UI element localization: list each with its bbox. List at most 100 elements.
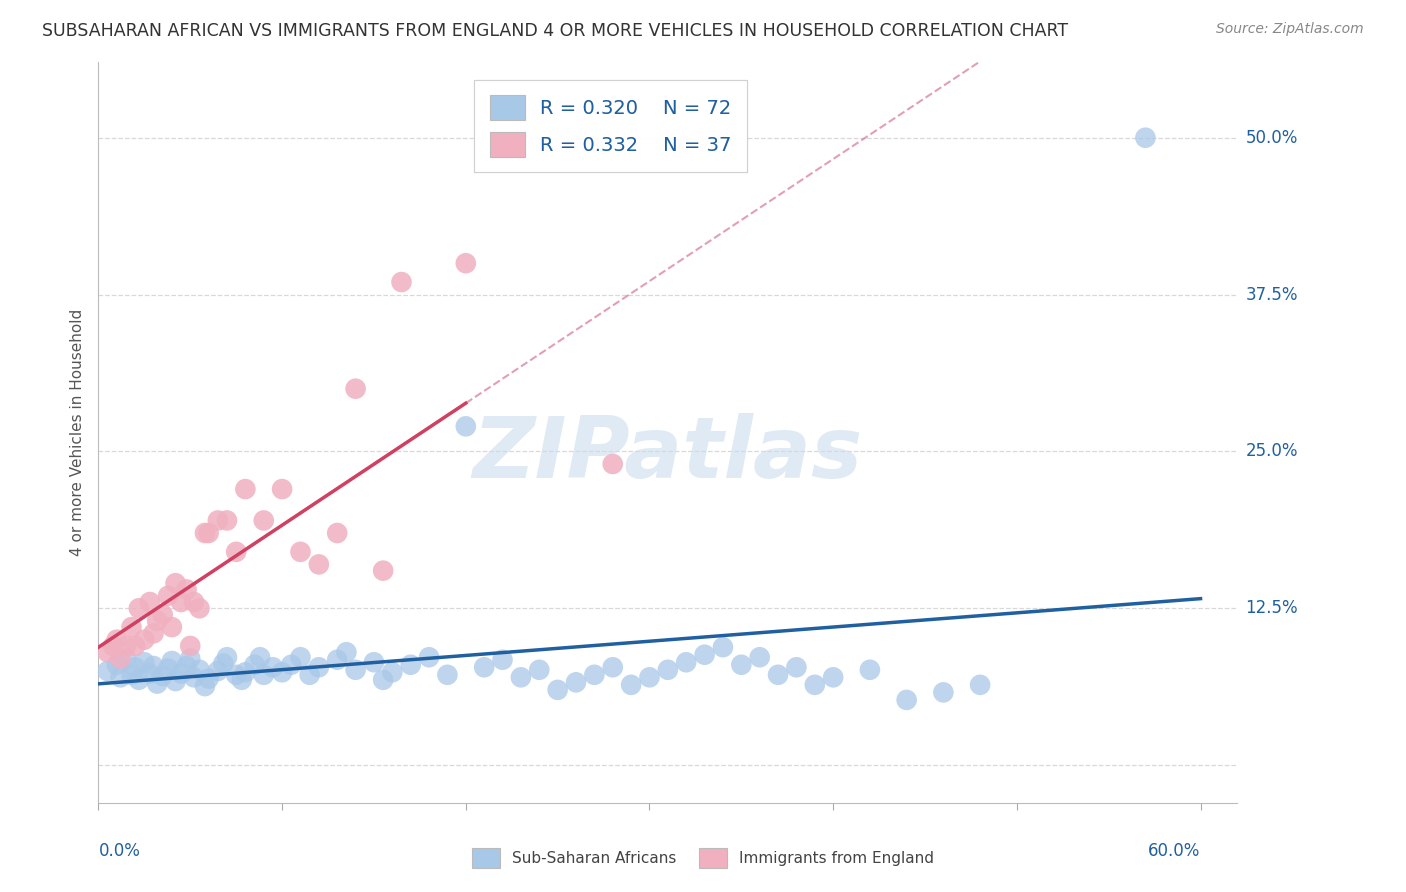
Point	[638, 670, 661, 684]
Point	[110, 670, 132, 684]
Point	[280, 657, 302, 672]
Text: SUBSAHARAN AFRICAN VS IMMIGRANTS FROM ENGLAND 4 OR MORE VEHICLES IN HOUSEHOLD CO: SUBSAHARAN AFRICAN VS IMMIGRANTS FROM EN…	[42, 22, 1069, 40]
Point	[157, 661, 180, 675]
Point	[165, 674, 187, 689]
Point	[547, 682, 569, 697]
Point	[194, 679, 217, 693]
Point	[160, 620, 183, 634]
Point	[160, 654, 183, 668]
Text: ZIPatlas: ZIPatlas	[472, 413, 863, 496]
Point	[290, 545, 312, 559]
Point	[215, 513, 238, 527]
Point	[134, 655, 156, 669]
Point	[730, 657, 752, 672]
Point	[583, 668, 606, 682]
Point	[391, 275, 413, 289]
Point	[188, 601, 211, 615]
Point	[134, 632, 156, 647]
Point	[711, 640, 734, 655]
Point	[197, 526, 219, 541]
Point	[529, 663, 551, 677]
Point	[139, 666, 162, 681]
Point	[308, 558, 330, 572]
Point	[121, 620, 143, 634]
Point	[225, 668, 247, 682]
Point	[176, 582, 198, 597]
Legend: R = 0.320    N = 72, R = 0.332    N = 37: R = 0.320 N = 72, R = 0.332 N = 37	[474, 79, 748, 172]
Text: 37.5%: 37.5%	[1246, 285, 1298, 303]
Text: 12.5%: 12.5%	[1246, 599, 1298, 617]
Point	[249, 650, 271, 665]
Point	[344, 663, 367, 677]
Text: 25.0%: 25.0%	[1246, 442, 1298, 460]
Point	[785, 660, 807, 674]
Point	[675, 655, 697, 669]
Point	[602, 457, 624, 471]
Point	[766, 668, 789, 682]
Point	[243, 657, 266, 672]
Legend: Sub-Saharan Africans, Immigrants from England: Sub-Saharan Africans, Immigrants from En…	[464, 840, 942, 875]
Point	[418, 650, 440, 665]
Point	[620, 678, 643, 692]
Point	[235, 482, 257, 496]
Point	[271, 665, 294, 680]
Point	[215, 650, 238, 665]
Point	[454, 256, 477, 270]
Point	[371, 564, 394, 578]
Point	[344, 382, 367, 396]
Point	[509, 670, 531, 684]
Point	[235, 665, 257, 680]
Point	[124, 639, 146, 653]
Point	[179, 651, 201, 665]
Point	[271, 482, 294, 496]
Point	[748, 650, 770, 665]
Point	[110, 651, 132, 665]
Point	[176, 659, 198, 673]
Text: 60.0%: 60.0%	[1149, 842, 1201, 860]
Text: 50.0%: 50.0%	[1246, 128, 1298, 146]
Point	[399, 657, 422, 672]
Point	[932, 685, 955, 699]
Point	[146, 614, 169, 628]
Point	[225, 545, 247, 559]
Point	[804, 678, 827, 692]
Point	[363, 655, 385, 669]
Point	[335, 645, 357, 659]
Point	[105, 632, 128, 647]
Point	[188, 663, 211, 677]
Point	[207, 513, 229, 527]
Point	[859, 663, 882, 677]
Point	[194, 526, 217, 541]
Text: Source: ZipAtlas.com: Source: ZipAtlas.com	[1216, 22, 1364, 37]
Point	[231, 673, 253, 687]
Point	[121, 668, 143, 682]
Point	[1135, 130, 1157, 145]
Point	[602, 660, 624, 674]
Point	[823, 670, 845, 684]
Y-axis label: 4 or more Vehicles in Household: 4 or more Vehicles in Household	[70, 309, 86, 557]
Point	[115, 639, 138, 653]
Text: 0.0%: 0.0%	[98, 842, 141, 860]
Point	[436, 668, 458, 682]
Point	[491, 653, 513, 667]
Point	[97, 645, 120, 659]
Point	[472, 660, 495, 674]
Point	[371, 673, 394, 687]
Point	[142, 659, 165, 673]
Point	[170, 595, 193, 609]
Point	[262, 660, 284, 674]
Point	[152, 607, 174, 622]
Point	[212, 657, 235, 671]
Point	[969, 678, 991, 692]
Point	[146, 676, 169, 690]
Point	[183, 595, 205, 609]
Point	[381, 665, 404, 680]
Point	[657, 663, 679, 677]
Point	[326, 526, 349, 541]
Point	[183, 670, 205, 684]
Point	[105, 657, 128, 672]
Point	[326, 653, 349, 667]
Point	[308, 660, 330, 674]
Point	[253, 668, 276, 682]
Point	[152, 669, 174, 683]
